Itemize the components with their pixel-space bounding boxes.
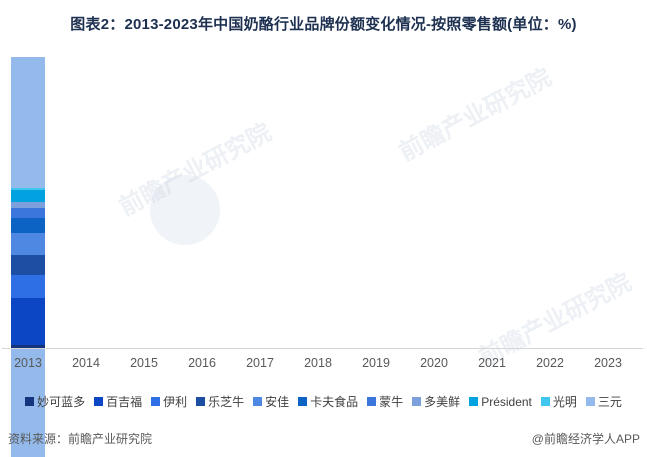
legend-item-妙可蓝多: 妙可蓝多 bbox=[25, 393, 85, 410]
legend-swatch-icon bbox=[253, 397, 263, 406]
x-tick-label-2021: 2021 bbox=[478, 356, 506, 370]
x-tick-label-2022: 2022 bbox=[536, 356, 564, 370]
bar-segment-安佳-2013 bbox=[11, 232, 45, 255]
x-tick-label-2015: 2015 bbox=[130, 356, 158, 370]
plot-area bbox=[11, 57, 625, 457]
legend-item-Président: Président bbox=[469, 395, 532, 409]
bar-segment-多美鲜-2013 bbox=[11, 201, 45, 208]
chart-title: 图表2：2013-2023年中国奶酪行业品牌份额变化情况-按照零售额(单位：%) bbox=[70, 16, 577, 33]
x-tick-label-2016: 2016 bbox=[188, 356, 216, 370]
legend-label: Président bbox=[481, 394, 532, 409]
legend-label: 安佳 bbox=[265, 395, 290, 409]
legend-label: 多美鲜 bbox=[424, 395, 461, 409]
bar-segment-卡夫食品-2013 bbox=[11, 217, 45, 233]
legend-item-多美鲜: 多美鲜 bbox=[412, 393, 460, 410]
legend-label: 伊利 bbox=[163, 395, 188, 409]
bar-segment-乐芝牛-2013 bbox=[11, 254, 45, 275]
legend-swatch-icon bbox=[196, 397, 206, 406]
x-axis-line bbox=[2, 348, 643, 349]
legend-item-光明: 光明 bbox=[540, 393, 577, 410]
legend: 妙可蓝多 百吉福 伊利 乐芝牛 安佳 卡夫食品 蒙牛 多美鲜 Président 光明 三元 bbox=[0, 393, 647, 410]
x-tick-label-2018: 2018 bbox=[304, 356, 332, 370]
legend-label: 光明 bbox=[552, 395, 577, 409]
legend-item-三元: 三元 bbox=[585, 393, 622, 410]
legend-label: 乐芝牛 bbox=[208, 395, 245, 409]
credit-note: @前瞻经济学人APP bbox=[531, 432, 640, 446]
bar-segment-伊利-2013 bbox=[11, 274, 45, 298]
bar-segment-Président-2013 bbox=[11, 189, 45, 202]
legend-swatch-icon bbox=[367, 397, 377, 406]
bar-segment-蒙牛-2013 bbox=[11, 207, 45, 218]
legend-item-卡夫食品: 卡夫食品 bbox=[298, 393, 358, 410]
legend-label: 百吉福 bbox=[106, 395, 143, 409]
legend-label: 卡夫食品 bbox=[310, 395, 359, 409]
legend-item-伊利: 伊利 bbox=[151, 393, 187, 410]
legend-swatch-icon bbox=[585, 397, 595, 406]
legend-swatch-icon bbox=[298, 397, 308, 406]
x-tick-label-2023: 2023 bbox=[594, 356, 622, 370]
bar-column-2013 bbox=[11, 57, 45, 348]
legend-item-乐芝牛: 乐芝牛 bbox=[196, 393, 244, 410]
bar-segment-光明-2013 bbox=[11, 187, 45, 190]
legend-swatch-icon bbox=[469, 397, 479, 406]
x-tick-label-2014: 2014 bbox=[72, 356, 100, 370]
legend-swatch-icon bbox=[94, 397, 104, 406]
legend-item-百吉福: 百吉福 bbox=[94, 393, 142, 410]
legend-item-安佳: 安佳 bbox=[253, 393, 289, 410]
legend-swatch-icon bbox=[412, 397, 422, 406]
legend-swatch-icon bbox=[540, 397, 550, 406]
legend-swatch-icon bbox=[151, 397, 161, 406]
x-tick-label-2013: 2013 bbox=[14, 356, 42, 370]
x-tick-label-2017: 2017 bbox=[246, 356, 274, 370]
bar-segment-三元-2013 bbox=[11, 57, 45, 188]
legend-swatch-icon bbox=[25, 397, 35, 406]
bar-segment-妙可蓝多-2013 bbox=[11, 345, 45, 348]
legend-label: 蒙牛 bbox=[379, 395, 404, 409]
x-axis-labels: 2013 2014 2015 2016 2017 2018 2019 2020 2021 2022… bbox=[11, 356, 625, 370]
bar-segment-百吉福-2013 bbox=[11, 297, 45, 346]
legend-item-蒙牛: 蒙牛 bbox=[367, 393, 403, 410]
source-note: 资料来源：前瞻产业研究院 bbox=[8, 432, 153, 446]
legend-label: 三元 bbox=[597, 395, 622, 409]
x-tick-label-2019: 2019 bbox=[362, 356, 390, 370]
x-tick-label-2020: 2020 bbox=[420, 356, 448, 370]
legend-label: 妙可蓝多 bbox=[37, 395, 86, 409]
